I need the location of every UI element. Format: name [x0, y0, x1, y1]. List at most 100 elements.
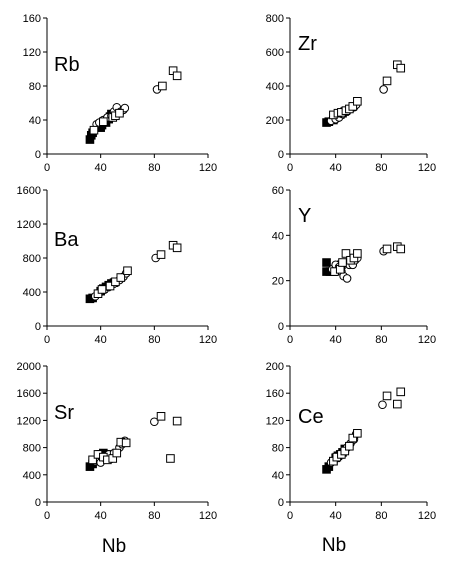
x-tick-label: 40	[330, 162, 342, 174]
y-tick-label: 600	[266, 47, 284, 59]
y-tick-label: 40	[272, 230, 284, 242]
x-axis-label: Nb	[102, 536, 126, 557]
x-tick-label: 40	[330, 510, 342, 522]
data-point-open-square	[348, 102, 358, 111]
y-tick-label: 1600	[17, 388, 41, 400]
data-point-open-square	[88, 455, 97, 465]
y-tick-label: 60	[272, 185, 284, 197]
x-tick-label: 0	[287, 510, 293, 522]
data-point-open-square	[341, 249, 351, 258]
data-point-open-square	[396, 63, 406, 73]
data-point-open-square	[340, 446, 350, 456]
data-point-open-square	[353, 249, 362, 258]
x-tick-label: 0	[44, 510, 50, 522]
data-point-open-square	[156, 250, 166, 259]
data-point-open-square	[99, 117, 108, 127]
y-tick-label: 160	[266, 388, 284, 400]
data-point-open-square	[353, 429, 362, 438]
y-tick-label: 120	[23, 47, 41, 59]
y-tick-label: 400	[23, 287, 41, 299]
x-tick-label: 120	[199, 162, 217, 174]
data-point-open-square	[112, 448, 122, 458]
element-label: Zr	[298, 33, 317, 55]
y-tick-label: 200	[266, 115, 284, 127]
data-point-open-square	[172, 416, 182, 426]
element-label: Rb	[54, 54, 80, 76]
data-point-open-circle	[379, 85, 388, 94]
element-label: Sr	[54, 402, 74, 424]
y-tick-label: 40	[29, 115, 41, 127]
panel-zr: 0 200 400 600 800 0 40 80 120 Zr	[266, 13, 437, 174]
data-point-open-square	[393, 399, 402, 409]
data-point-open-square	[396, 244, 406, 254]
x-tick-label: 80	[148, 334, 160, 346]
data-point-open-square	[123, 266, 132, 276]
data-point-open-circle	[342, 274, 352, 283]
x-axis-label: Nb	[322, 535, 346, 556]
y-tick-label: 0	[35, 497, 41, 509]
x-tick-label: 120	[418, 162, 436, 174]
x-tick-label: 120	[199, 510, 217, 522]
y-tick-label: 0	[35, 321, 41, 333]
data-point-open-circle	[378, 400, 387, 410]
y-tick-label: 800	[23, 253, 41, 265]
x-tick-label: 80	[375, 510, 387, 522]
x-tick-label: 0	[44, 334, 50, 346]
data-point-open-square	[121, 438, 131, 448]
data-point-open-circle	[150, 417, 159, 427]
y-tick-label: 40	[272, 470, 284, 482]
data-point-open-square	[382, 76, 392, 86]
x-tick-label: 40	[95, 334, 107, 346]
x-tick-label: 40	[95, 162, 107, 174]
y-tick-label: 120	[266, 415, 284, 427]
data-point-open-square	[115, 108, 124, 118]
x-tick-label: 80	[148, 510, 160, 522]
y-tick-label: 800	[23, 443, 41, 455]
panel-rb: 0 40 80 120 160 0 40 80 120 Rb	[23, 13, 218, 174]
y-tick-label: 200	[266, 361, 284, 373]
y-tick-label: 0	[278, 321, 284, 333]
x-tick-label: 120	[418, 510, 436, 522]
y-tick-label: 1200	[17, 219, 41, 231]
x-tick-label: 80	[148, 162, 160, 174]
y-tick-label: 20	[272, 276, 284, 288]
data-point-open-square	[97, 285, 107, 294]
data-point-open-square	[353, 97, 362, 106]
x-tick-label: 40	[95, 510, 107, 522]
y-tick-label: 0	[278, 149, 284, 161]
data-point-open-square	[382, 244, 392, 254]
x-tick-label: 0	[287, 334, 293, 346]
y-tick-label: 0	[35, 149, 41, 161]
element-label: Ba	[54, 229, 79, 251]
y-tick-label: 160	[23, 13, 41, 25]
y-tick-label: 0	[278, 497, 284, 509]
data-point-open-square	[396, 387, 406, 397]
y-tick-label: 400	[23, 470, 41, 482]
y-tick-label: 80	[29, 81, 41, 93]
panel-ba: 0 400 800 1200 1600 0 40 80 120 Ba	[17, 185, 218, 346]
y-tick-label: 1200	[17, 415, 41, 427]
data-point-open-square	[348, 433, 358, 443]
data-point-open-square	[172, 243, 182, 253]
data-point-open-square	[166, 454, 175, 463]
data-point-open-square	[338, 258, 347, 267]
data-point-open-square	[89, 125, 99, 135]
x-tick-label: 0	[44, 162, 50, 174]
data-point-open-square	[116, 273, 126, 282]
x-tick-label: 80	[375, 162, 387, 174]
y-tick-label: 1600	[17, 185, 41, 197]
x-tick-label: 120	[418, 334, 436, 346]
panel-ce: 0 40 80 120 160 200 0 40 80 120 Ce Nb	[266, 361, 437, 556]
data-point-filled-square	[322, 258, 331, 267]
data-point-open-square	[172, 71, 182, 81]
y-tick-label: 80	[272, 443, 284, 455]
data-point-open-square	[156, 412, 166, 421]
x-tick-label: 120	[199, 334, 217, 346]
x-tick-label: 80	[375, 334, 387, 346]
x-tick-label: 0	[287, 162, 293, 174]
y-tick-label: 800	[266, 13, 284, 25]
x-tick-label: 40	[330, 334, 342, 346]
element-label: Ce	[298, 406, 324, 428]
element-label: Y	[298, 205, 311, 227]
y-tick-label: 400	[266, 81, 284, 93]
